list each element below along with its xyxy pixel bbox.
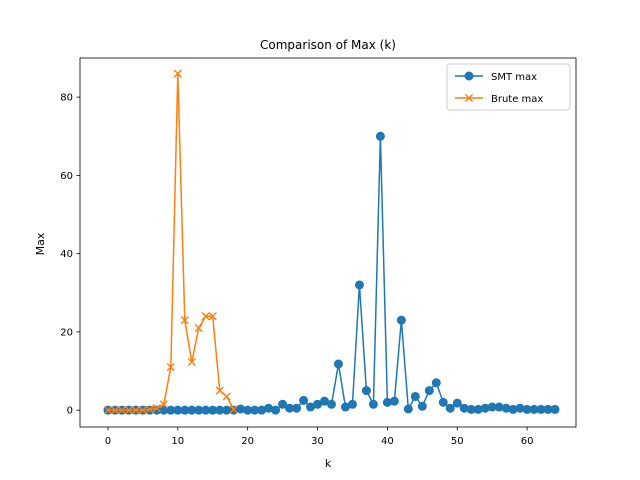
- data-point-0: [438, 397, 448, 407]
- data-point-1: [180, 316, 189, 325]
- x-tick-label: 0: [105, 436, 111, 447]
- legend-label: SMT max: [491, 72, 537, 83]
- data-point-0: [389, 396, 399, 406]
- data-point-0: [354, 280, 364, 290]
- data-point-1: [138, 406, 147, 415]
- data-point-1: [103, 406, 113, 415]
- data-point-0: [278, 399, 288, 409]
- data-point-1: [145, 405, 154, 414]
- x-tick-label: 40: [381, 436, 394, 447]
- data-point-1: [166, 363, 175, 372]
- data-point-0: [445, 403, 455, 413]
- data-point-0: [368, 399, 378, 409]
- x-tick-label: 30: [311, 436, 324, 447]
- data-point-1: [222, 392, 231, 401]
- y-tick-label: 60: [60, 171, 73, 182]
- data-point-1: [117, 406, 127, 415]
- y-tick-label: 0: [67, 406, 73, 417]
- y-tick-label: 80: [60, 93, 73, 104]
- data-point-0: [299, 395, 309, 405]
- x-tick-label: 10: [171, 436, 184, 447]
- data-point-0: [417, 401, 427, 411]
- data-point-0: [550, 404, 560, 414]
- data-point-1: [159, 400, 168, 409]
- legend-label: Brute max: [491, 94, 543, 105]
- data-point-0: [271, 405, 281, 415]
- data-point-0: [452, 398, 462, 408]
- y-tick-label: 40: [60, 249, 73, 260]
- data-point-1: [229, 405, 238, 414]
- data-point-0: [375, 131, 385, 141]
- axes: 0 10 20 30 40 50 60 0 20 40 60 80: [60, 57, 577, 447]
- x-tick-label: 60: [521, 436, 534, 447]
- data-point-1: [131, 406, 140, 415]
- data-point-0: [292, 403, 302, 413]
- data-point-0: [424, 386, 434, 396]
- data-point-1: [194, 323, 203, 333]
- data-point-0: [361, 386, 371, 396]
- y-axis-label: Max: [34, 232, 47, 255]
- data-point-1: [110, 406, 120, 415]
- legend-marker: [464, 93, 474, 103]
- chart-title: Comparison of Max (k): [260, 38, 396, 52]
- x-axis-label: k: [325, 457, 332, 470]
- legend: SMT max Brute max: [446, 63, 571, 111]
- legend-marker: [464, 71, 474, 81]
- plot-area: [103, 69, 560, 415]
- data-point-0: [410, 391, 420, 401]
- data-point-0: [347, 399, 357, 409]
- x-tick-label: 20: [241, 436, 254, 447]
- data-point-0: [403, 404, 413, 414]
- data-point-1: [124, 406, 133, 415]
- y-tick-label: 20: [60, 327, 73, 338]
- data-point-1: [152, 404, 161, 413]
- data-point-1: [215, 386, 224, 395]
- x-tick-label: 50: [451, 436, 464, 447]
- data-point-0: [333, 359, 343, 369]
- axes-frame: [79, 57, 577, 428]
- data-point-0: [431, 378, 441, 388]
- data-point-1: [173, 69, 182, 78]
- data-point-1: [187, 357, 196, 367]
- data-point-0: [396, 315, 406, 325]
- data-point-1: [208, 312, 217, 321]
- data-point-0: [326, 399, 336, 409]
- data-point-1: [201, 312, 210, 321]
